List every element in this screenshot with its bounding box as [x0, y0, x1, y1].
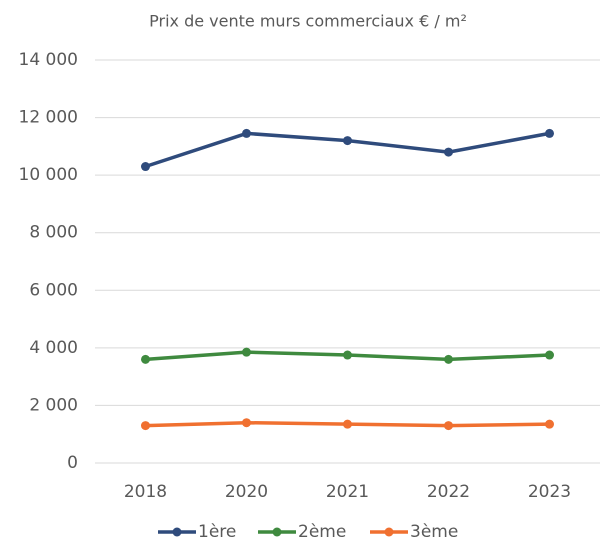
point	[545, 419, 554, 429]
point	[343, 419, 352, 429]
y-tick-label: 10 000	[19, 165, 78, 185]
point	[242, 128, 251, 138]
point	[545, 128, 554, 138]
y-tick-label: 4 000	[29, 338, 78, 358]
y-tick-label: 6 000	[29, 280, 78, 300]
x-tick-label: 2018	[124, 482, 167, 502]
point	[444, 354, 453, 364]
legend-marker	[172, 527, 182, 537]
point	[141, 354, 150, 364]
legend-label: 2ème	[298, 522, 346, 542]
legend-label: 3ème	[410, 522, 458, 542]
point	[141, 162, 150, 172]
x-tick-label: 2023	[528, 482, 571, 502]
y-tick-label: 0	[67, 453, 78, 473]
x-tick-label: 2021	[326, 482, 369, 502]
legend-marker	[384, 527, 394, 537]
point	[242, 418, 251, 428]
point	[242, 347, 251, 357]
x-tick-label: 2020	[225, 482, 268, 502]
point	[343, 136, 352, 146]
point	[545, 350, 554, 360]
y-tick-label: 12 000	[19, 108, 78, 128]
point	[444, 147, 453, 157]
legend-label: 1ère	[198, 522, 236, 542]
y-tick-label: 14 000	[19, 50, 78, 70]
x-tick-label: 2022	[427, 482, 470, 502]
y-tick-label: 8 000	[29, 223, 78, 243]
point	[343, 350, 352, 360]
point	[444, 421, 453, 431]
y-tick-label: 2 000	[29, 395, 78, 415]
chart-title: Prix de vente murs commerciaux € / m²	[149, 12, 467, 31]
legend-marker	[272, 527, 282, 537]
point	[141, 421, 150, 431]
